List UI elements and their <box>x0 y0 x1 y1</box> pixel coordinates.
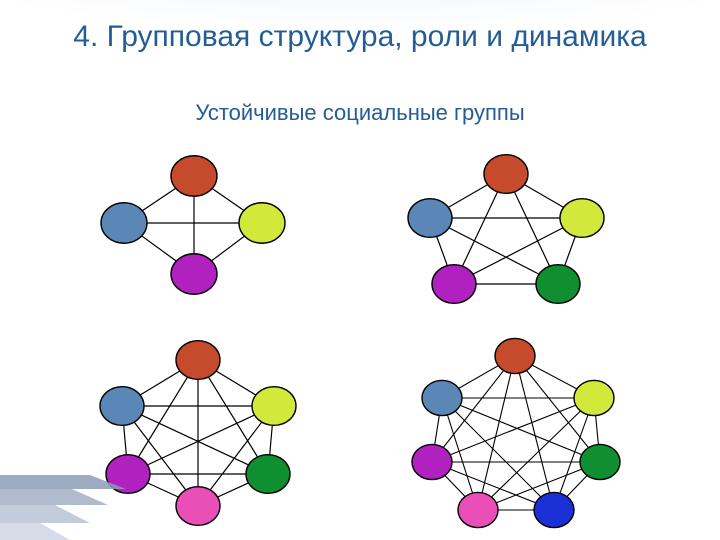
slide-subtitle: Устойчивые социальные группы <box>0 100 720 126</box>
graph-node <box>171 156 217 196</box>
graph-node <box>495 338 535 373</box>
graph-node <box>484 155 528 194</box>
slide-title: 4. Групповая структура, роли и динамика <box>0 18 720 56</box>
graph-edge <box>478 398 594 510</box>
graph-node <box>100 387 144 426</box>
graph-node <box>171 254 217 294</box>
slide: { "colors": { "title": "#245d96", "subti… <box>0 0 720 540</box>
graph-edge <box>442 398 600 462</box>
graph-node <box>580 444 620 479</box>
graph-node <box>560 199 604 238</box>
graph-6-nodes <box>88 334 308 532</box>
graph-node <box>534 492 574 527</box>
graph-edge <box>442 398 554 510</box>
graph-node <box>412 444 452 479</box>
graph-node <box>574 380 614 415</box>
graph-7-nodes <box>400 334 630 534</box>
graph-node <box>101 203 147 243</box>
graph-edge <box>515 356 554 510</box>
graph-node <box>408 199 452 238</box>
graph-node <box>176 341 220 380</box>
graph-node <box>536 265 580 304</box>
graph-node <box>176 487 220 526</box>
graph-node <box>432 265 476 304</box>
graph-node <box>106 455 150 494</box>
graph-node <box>422 380 462 415</box>
graph-node <box>252 387 296 426</box>
graph-node <box>246 455 290 494</box>
graph-5-nodes <box>400 148 612 316</box>
graph-4-nodes <box>88 148 300 308</box>
graph-node <box>458 492 498 527</box>
graph-node <box>239 203 285 243</box>
